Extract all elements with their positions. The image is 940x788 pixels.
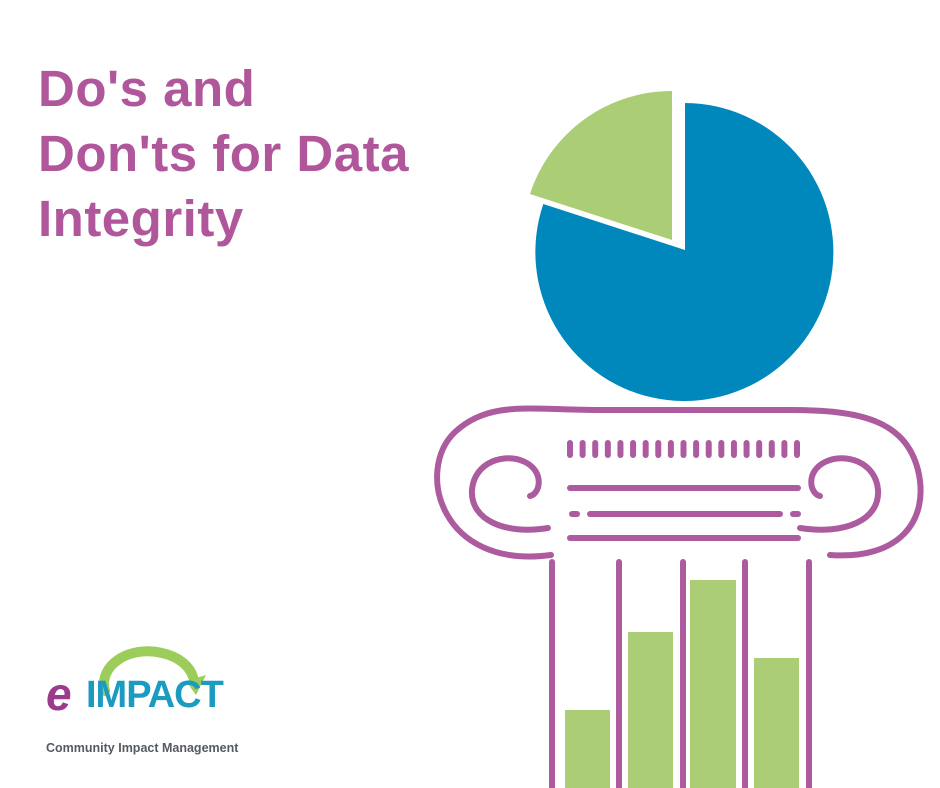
bar-1 (565, 710, 610, 788)
left-volute (468, 455, 551, 533)
column-shafts (549, 559, 812, 788)
eimpact-logo: e IMPACT Community Impact Management (40, 645, 260, 765)
capital-dentils (567, 440, 800, 458)
logo-e-letter: e (46, 668, 72, 720)
bar-2 (628, 632, 673, 788)
capital-outline (434, 405, 924, 560)
bar-chart (565, 580, 799, 788)
pie-slice (530, 90, 672, 241)
bar-3 (690, 580, 736, 788)
bar-4 (754, 658, 799, 788)
logo-wordmark: IMPACT (86, 674, 224, 716)
logo-arrow-icon (99, 646, 206, 696)
logo-tagline: Community Impact Management (46, 741, 239, 755)
title-line-2: Don'ts for Data (38, 125, 409, 182)
column-capital (434, 405, 924, 560)
page-title: Do's and Don'ts for Data Integrity (38, 56, 409, 251)
pie-chart (530, 90, 834, 401)
title-line-1: Do's and (38, 60, 256, 117)
right-volute (797, 455, 882, 533)
title-line-3: Integrity (38, 190, 244, 247)
pie-main-segment (535, 103, 834, 401)
